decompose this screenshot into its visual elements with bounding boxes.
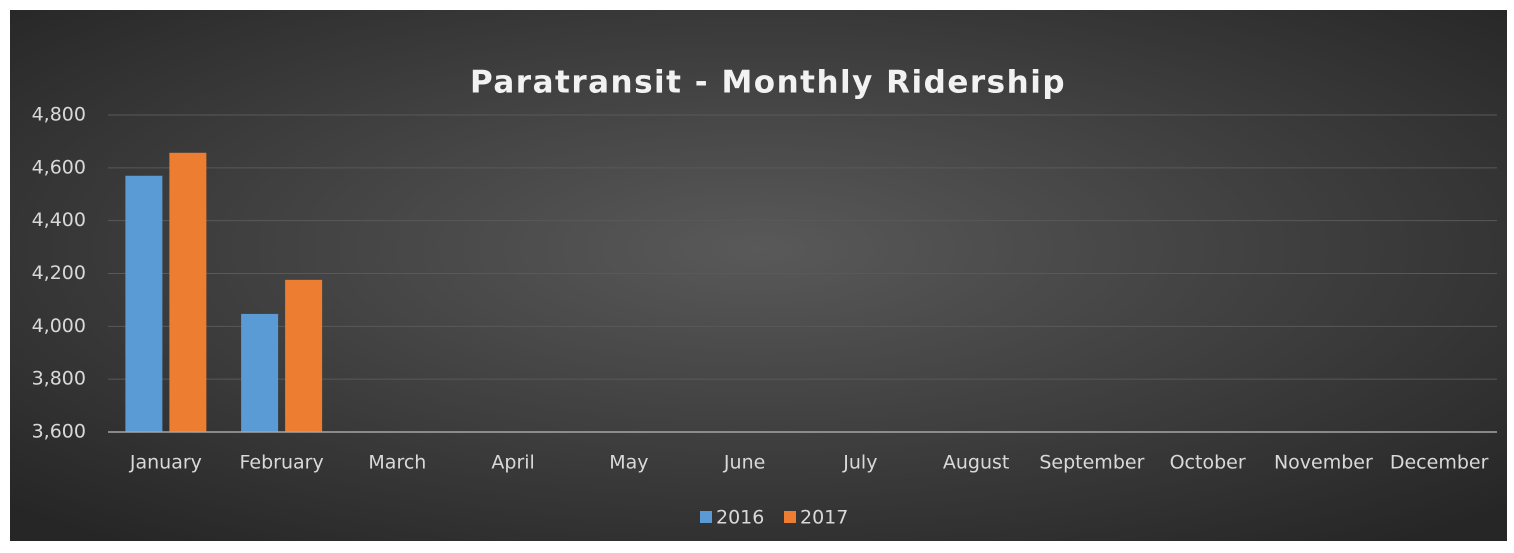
x-tick-label: April (491, 452, 534, 474)
x-tick-label: December (1390, 452, 1489, 474)
bar (285, 279, 323, 432)
y-tick-label: 4,600 (32, 156, 86, 178)
legend-swatch (700, 511, 712, 523)
x-tick-label: July (842, 452, 877, 474)
chart-background (10, 10, 1507, 541)
bar (125, 175, 163, 432)
x-tick-label: January (129, 452, 202, 474)
x-tick-label: November (1274, 452, 1373, 474)
legend-label: 2016 (716, 507, 764, 529)
y-tick-label: 4,400 (32, 209, 86, 231)
x-tick-label: March (368, 452, 426, 474)
y-tick-label: 4,200 (32, 262, 86, 284)
x-tick-label: February (240, 452, 324, 474)
legend-swatch (784, 511, 796, 523)
y-tick-label: 4,000 (32, 315, 86, 337)
y-tick-label: 3,600 (32, 421, 86, 443)
bar (241, 313, 279, 432)
legend-label: 2017 (800, 507, 848, 529)
bar (169, 152, 207, 433)
x-tick-label: August (943, 452, 1010, 474)
chart-title: Paratransit - Monthly Ridership (470, 65, 1066, 101)
y-tick-label: 4,800 (32, 104, 86, 126)
x-tick-label: October (1170, 452, 1246, 474)
y-tick-label: 3,800 (32, 368, 86, 390)
x-tick-label: September (1039, 452, 1144, 474)
x-tick-label: May (609, 452, 648, 474)
x-tick-label: June (723, 452, 765, 474)
